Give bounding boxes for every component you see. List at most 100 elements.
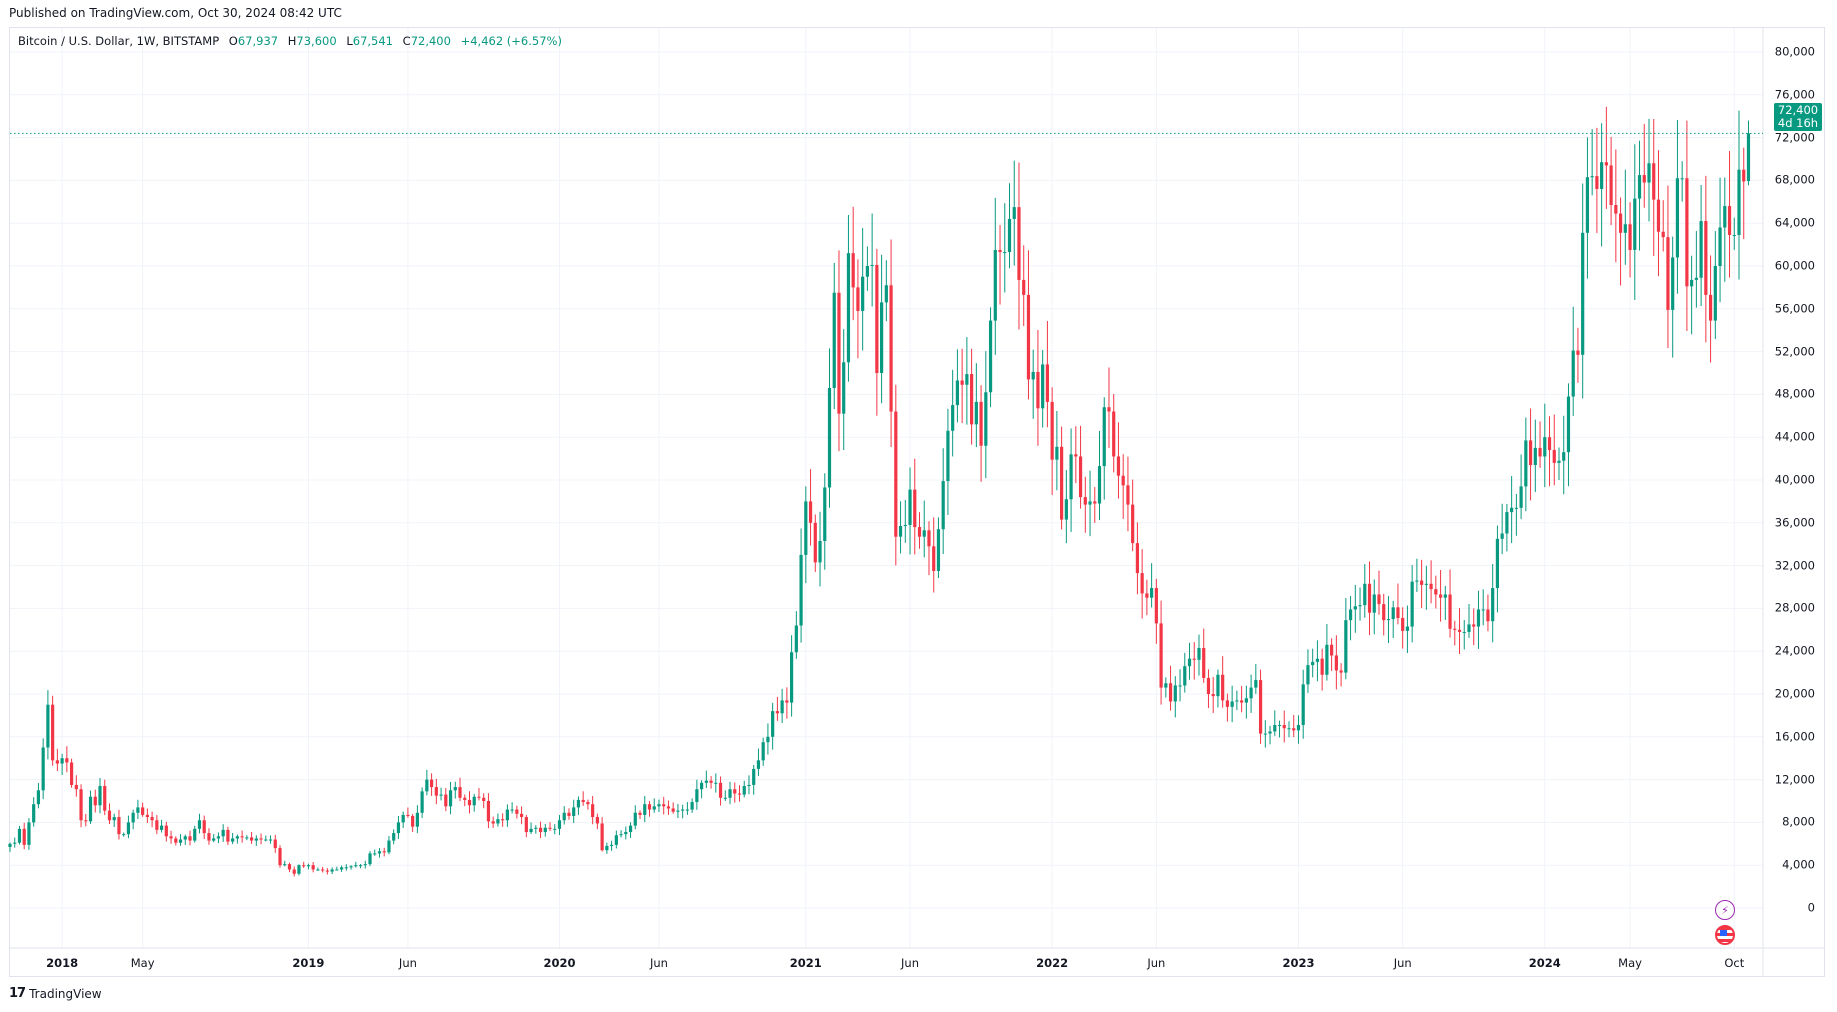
candle-body [1230,701,1234,707]
candle-body [1159,623,1163,688]
low-label: L [346,34,353,48]
candle-body [666,806,671,809]
open-label: O [228,34,238,48]
candle-body [444,794,448,807]
candle-body [1453,628,1457,630]
candle-body [126,822,131,835]
lightning-icon[interactable]: ⚡ [1715,900,1735,920]
price-tick-label: 32,000 [1774,558,1815,573]
candle-body [733,789,737,794]
candle-body [486,801,491,822]
price-tick-label: 24,000 [1774,643,1815,658]
candle-body [628,825,633,833]
candle-body [1377,594,1381,605]
candle-body [534,827,538,829]
candle-body [463,797,467,800]
candle-body [1633,198,1637,250]
time-tick-label: 2018 [46,956,79,970]
candle-body [174,838,178,843]
candle-body [84,820,88,822]
candle-body [1244,698,1248,703]
candle-body [202,820,206,834]
candle-body [278,848,282,866]
published-note: Published on TradingView.com, Oct 30, 20… [9,6,342,20]
candle-body [1344,620,1348,673]
candle-body [411,815,415,827]
candle-body [846,253,851,363]
price-tick-label: 28,000 [1774,600,1815,615]
candle-body [799,554,803,626]
candle-body [1315,658,1320,662]
time-tick-label: May [130,956,155,970]
candle-body [1277,725,1282,727]
candle-body [1325,644,1329,675]
candle-body [941,481,945,530]
candle-body [32,804,36,823]
candle-body [117,817,121,835]
high-value: 73,600 [296,34,337,48]
candle-body [22,828,26,845]
candle-body [1273,725,1277,732]
price-tick-label: 76,000 [1774,87,1815,102]
candle-body [737,793,742,795]
close-value: 72,400 [410,34,451,48]
low-value: 67,541 [352,34,393,48]
candle-body [1320,658,1324,675]
candle-body [1178,685,1182,687]
candle-body [1116,456,1121,476]
candle-body [1642,175,1646,183]
candle-body [330,869,334,872]
candle-body [1258,680,1263,734]
candle-body [1420,580,1424,585]
price-tick-label: 12,000 [1774,772,1815,787]
candle-body [420,791,424,813]
candle-body [472,796,476,806]
candle-body [325,870,329,872]
candle-body [1367,583,1372,613]
candle-body [1363,583,1367,606]
candle-body [974,401,978,425]
candle-body [1235,700,1239,702]
candle-body [761,742,765,761]
candle-body [373,853,377,855]
price-tick-label: 48,000 [1774,386,1815,401]
candle-body [136,807,140,813]
price-tick-label: 8,000 [1782,814,1815,829]
candle-body [519,813,524,818]
candle-body [1604,162,1608,166]
candle-body [1708,294,1713,321]
candle-body [363,864,367,866]
candle-body [155,820,159,830]
footer-brand[interactable]: 17 TradingView [9,986,102,1001]
candle-body [292,869,296,874]
us-flag-icon[interactable] [1715,925,1735,945]
candle-body [515,809,519,814]
change-value: +4,462 (+6.57%) [460,34,562,48]
candle-body [1533,447,1537,466]
candle-body [1528,440,1533,466]
candle-body [17,828,22,843]
candle-body [903,524,907,527]
candle-body [1150,588,1154,598]
candle-body [1083,497,1087,505]
candle-body [482,797,486,801]
candle-body [145,814,149,818]
candle-body [600,823,604,851]
candle-body [150,817,154,821]
candle-body [193,828,197,841]
candle-body [714,782,718,784]
chart-frame[interactable] [9,27,1825,977]
candle-body [965,374,969,385]
candle-body [1618,213,1623,233]
candle-body [1462,631,1466,633]
candle-body [306,865,311,867]
candle-body [1438,594,1443,598]
candle-body [1429,583,1433,590]
candle-body [557,820,562,829]
candle-body [998,249,1002,253]
candle-body [27,822,31,845]
candle-body [1386,619,1391,621]
candle-body [842,362,846,414]
time-tick-label: Jun [398,956,417,970]
